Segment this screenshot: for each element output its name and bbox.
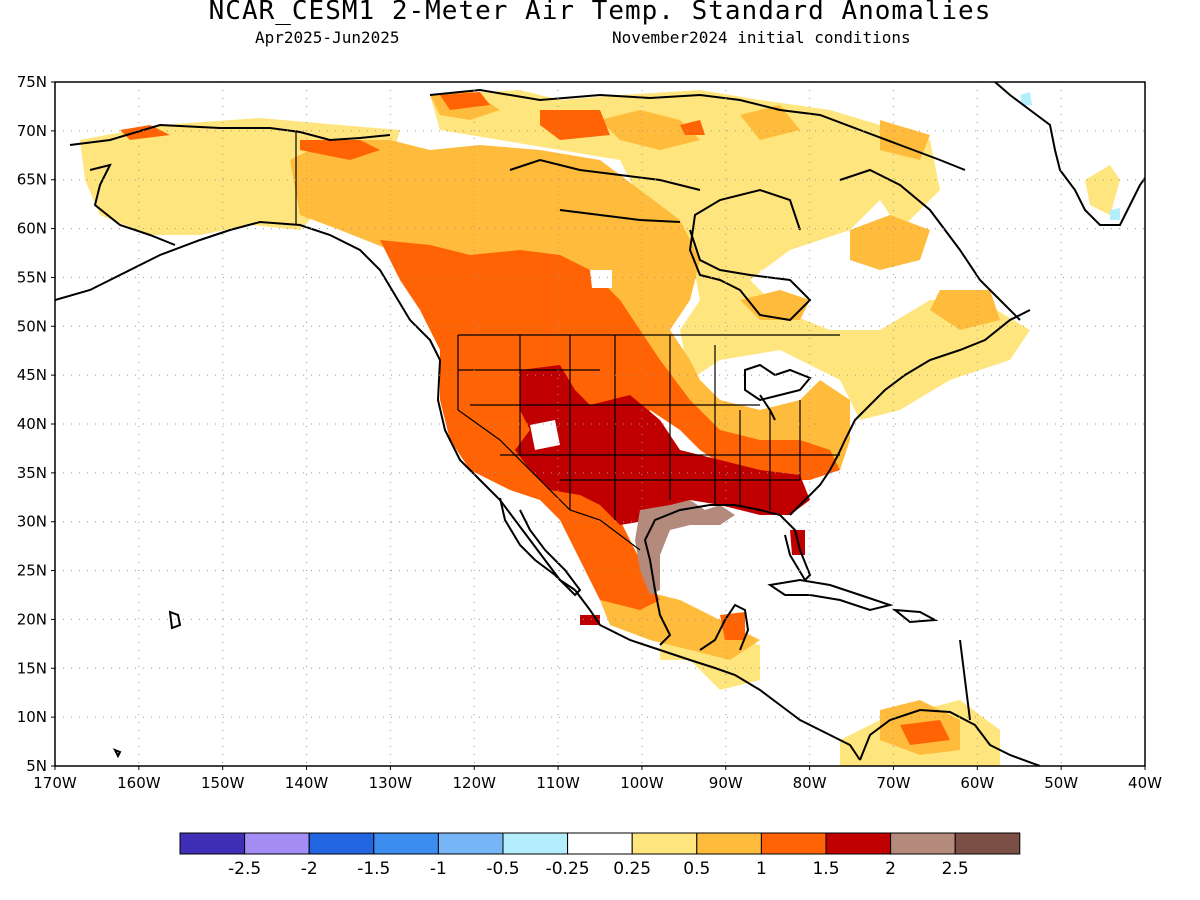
- below-normal-patches: [1020, 92, 1120, 220]
- lat-label: 70N: [17, 122, 47, 140]
- lon-label: 110W: [536, 774, 580, 792]
- colorbar-label: -0.25: [546, 859, 590, 879]
- colorbar-label: 2.5: [942, 859, 969, 879]
- colorbar-swatch: [890, 832, 956, 855]
- lat-label: 35N: [17, 464, 47, 482]
- lon-label: 170W: [33, 774, 77, 792]
- map-title: NCAR_CESM1 2-Meter Air Temp. Standard An…: [208, 0, 992, 26]
- lon-label: 70W: [877, 774, 911, 792]
- anomaly-shading-2-2.5: [635, 500, 735, 595]
- colorbar-swatch: [954, 832, 1021, 855]
- colorbar-legend: -2.5 -2 -1.5 -1 -0.5 -0.25 0.25 0.5 1 1.5 2 2.5: [179, 832, 1021, 879]
- lon-label: 90W: [709, 774, 743, 792]
- lat-label: 15N: [17, 659, 47, 677]
- colorbar-swatch: [502, 832, 569, 855]
- colorbar-swatch: [179, 832, 246, 855]
- graticule: [55, 82, 1145, 766]
- colorbar-swatch: [631, 832, 698, 855]
- colorbar-label: 0.25: [613, 859, 651, 879]
- coastlines: [55, 82, 1145, 766]
- lat-label: 25N: [17, 562, 47, 580]
- colorbar-label: -1.5: [357, 859, 390, 879]
- longitude-axis: 170W 160W 150W 140W 130W 120W 110W 100W 90W 80W 70…: [33, 766, 1162, 792]
- lat-label: 30N: [17, 513, 47, 531]
- colorbar-label: 1.5: [812, 859, 839, 879]
- lon-label: 120W: [452, 774, 496, 792]
- lon-label: 80W: [793, 774, 827, 792]
- colorbar-swatch: [244, 832, 310, 855]
- lat-label: 75N: [17, 73, 47, 91]
- lat-label: 65N: [17, 171, 47, 189]
- colorbar-swatch: [696, 832, 762, 855]
- colorbar-swatch: [567, 832, 633, 855]
- colorbar-label: -2: [301, 859, 318, 879]
- map-panel: [55, 82, 1145, 766]
- lon-label: 140W: [285, 774, 329, 792]
- lon-label: 100W: [620, 774, 664, 792]
- colorbar-swatch: [760, 832, 827, 855]
- colorbar-label: 1: [756, 859, 767, 879]
- lat-label: 45N: [17, 366, 47, 384]
- lon-label: 160W: [117, 774, 161, 792]
- lon-label: 150W: [201, 774, 245, 792]
- colorbar-label: -2.5: [228, 859, 261, 879]
- initial-conditions: November2024 initial conditions: [612, 28, 911, 47]
- lon-label: 40W: [1128, 774, 1162, 792]
- colorbar-label: -0.5: [486, 859, 519, 879]
- lat-label: 40N: [17, 415, 47, 433]
- colorbar-swatch: [437, 832, 504, 855]
- lat-label: 10N: [17, 708, 47, 726]
- colorbar-label: 2: [885, 859, 896, 879]
- lon-label: 50W: [1044, 774, 1078, 792]
- lat-label: 5N: [26, 757, 47, 775]
- state-borders: [295, 130, 840, 551]
- colorbar-label: 0.5: [683, 859, 710, 879]
- colorbar-swatch: [373, 832, 439, 855]
- lon-label: 130W: [369, 774, 413, 792]
- forecast-period: Apr2025-Jun2025: [255, 28, 400, 47]
- colorbar-swatch: [308, 832, 375, 855]
- lat-label: 20N: [17, 610, 47, 628]
- lon-label: 60W: [960, 774, 994, 792]
- lat-label: 60N: [17, 220, 47, 238]
- lat-label: 50N: [17, 317, 47, 335]
- colorbar-swatch: [825, 832, 892, 855]
- lat-label: 55N: [17, 268, 47, 286]
- latitude-axis: 75N 70N 65N 60N 55N 50N 45N 40N 35N 30N 25N 20N 15N 1…: [17, 73, 55, 775]
- colorbar-label: -1: [430, 859, 447, 879]
